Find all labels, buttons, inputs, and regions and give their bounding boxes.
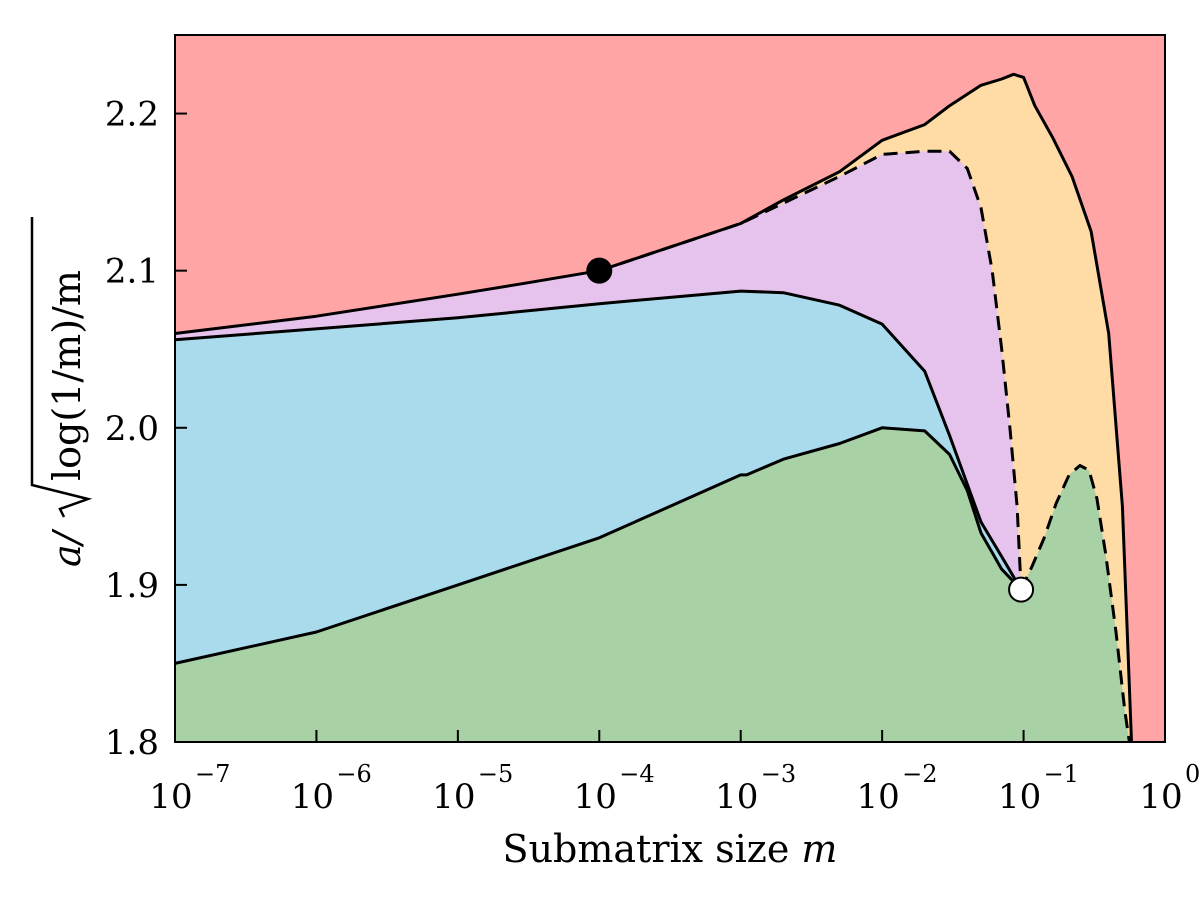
chart-regions bbox=[175, 35, 1165, 743]
x-tick-label: 10 bbox=[857, 777, 900, 817]
x-tick-exponent: −2 bbox=[902, 760, 937, 788]
x-tick-exponent: −5 bbox=[478, 760, 513, 788]
y-axis-title-radicand: log(1/m)/m bbox=[45, 270, 89, 481]
x-tick-label: 10 bbox=[998, 777, 1041, 817]
marker-open-point bbox=[1008, 576, 1035, 603]
x-tick-exponent: −6 bbox=[336, 760, 371, 788]
x-tick-label: 10 bbox=[432, 777, 475, 817]
line-green-upper bbox=[174, 426, 1023, 665]
x-tick-exponent: 0 bbox=[1185, 760, 1200, 788]
y-axis-title-radical bbox=[30, 217, 93, 518]
x-tick-label: 10 bbox=[149, 777, 192, 817]
y-axis-ticks: 1.8 1.9 2.0 2.1 2.2 bbox=[105, 95, 187, 763]
line-purple-upper bbox=[598, 149, 1023, 590]
x-tick-label: 10 bbox=[1139, 777, 1182, 817]
x-tick-label: 10 bbox=[715, 777, 758, 817]
y-tick-label: 2.1 bbox=[105, 252, 159, 292]
y-tick-label: 2.2 bbox=[105, 95, 159, 135]
x-tick-label: 10 bbox=[574, 777, 617, 817]
x-axis-title: Submatrix size m bbox=[503, 827, 838, 871]
x-tick-exponent: −1 bbox=[1044, 760, 1079, 788]
plot-frame bbox=[174, 34, 1166, 743]
line-outer-upper bbox=[174, 72, 1133, 743]
y-tick-label: 2.0 bbox=[105, 409, 159, 449]
marker-filled-point bbox=[586, 257, 613, 284]
x-tick-exponent: −3 bbox=[761, 760, 796, 788]
line-blue-upper bbox=[174, 289, 1023, 591]
region-green bbox=[175, 427, 1130, 742]
line-green-right-upper bbox=[1019, 464, 1131, 743]
x-tick-label: 10 bbox=[291, 777, 334, 817]
y-tick-label: 1.9 bbox=[105, 566, 159, 606]
chart-markers bbox=[586, 257, 1035, 603]
chart-boundaries bbox=[174, 72, 1133, 743]
y-tick-label: 1.8 bbox=[105, 723, 159, 763]
y-axis-title-prefix: a/ bbox=[45, 528, 89, 567]
x-tick-exponent: −4 bbox=[619, 760, 654, 788]
y-axis-title: a/ log(1/m)/m bbox=[30, 217, 93, 567]
x-tick-exponent: −7 bbox=[195, 760, 230, 788]
